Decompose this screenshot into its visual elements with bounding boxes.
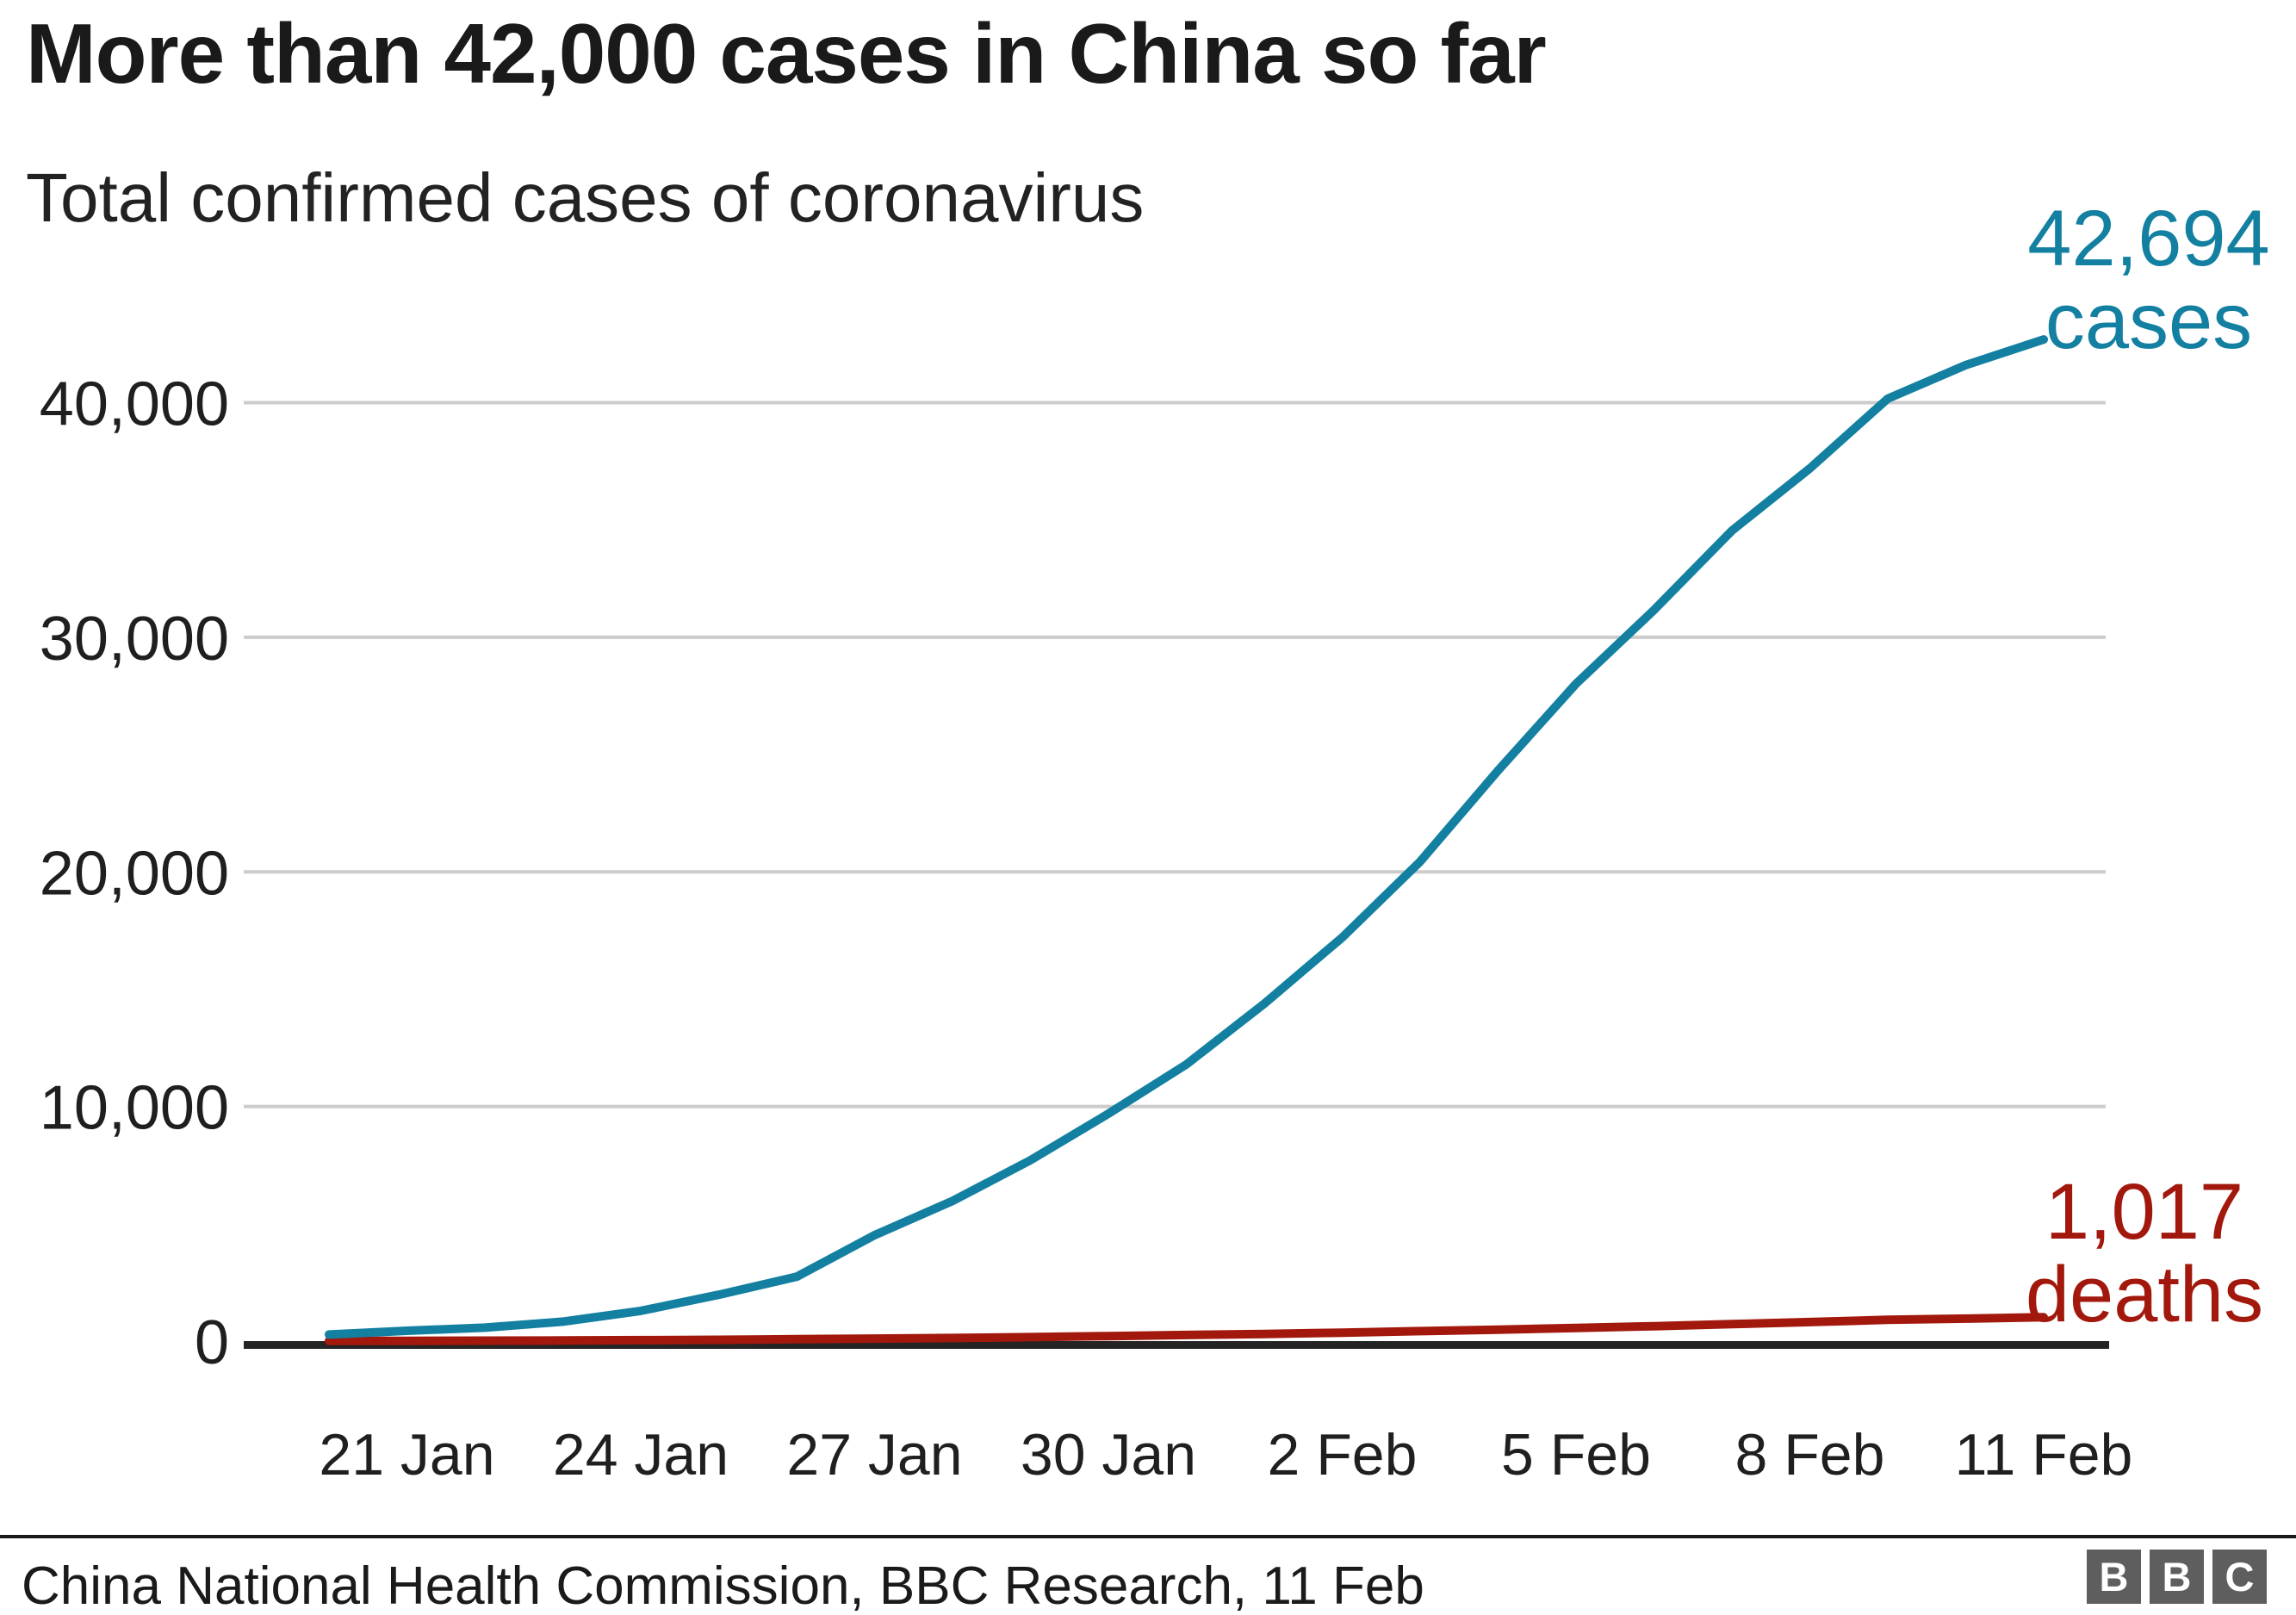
deaths-line — [325, 1313, 2048, 1345]
y-axis-label: 40,000 — [40, 370, 229, 439]
bbc-logo-square: C — [2212, 1550, 2267, 1604]
source-attribution: China National Health Commission, BBC Re… — [22, 1556, 1424, 1615]
deaths-end-label: deaths — [2026, 1251, 2263, 1339]
cases-end-label: 42,694 — [2027, 195, 2269, 283]
x-axis-label: 8 Feb — [1735, 1422, 1885, 1488]
x-axis-label: 30 Jan — [1021, 1422, 1196, 1488]
y-axis-label: 0 — [195, 1308, 229, 1377]
x-axis-label: 24 Jan — [553, 1422, 729, 1488]
chart-subtitle: Total confirmed cases of coronavirus — [26, 159, 1145, 236]
footer-divider — [0, 1535, 2296, 1538]
line-chart: 40,000 30,000 20,000 10,000 0 21 Jan 24 Jan 27 … — [40, 195, 2270, 1488]
cases-end-label: cases — [2045, 277, 2252, 365]
x-axis-label: 2 Feb — [1268, 1422, 1418, 1488]
deaths-end-label: 1,017 — [2045, 1168, 2243, 1256]
x-axis-label: 27 Jan — [786, 1422, 962, 1488]
y-axis-label: 10,000 — [40, 1074, 229, 1143]
bbc-logo-square: B — [2150, 1550, 2204, 1604]
y-axis-label: 20,000 — [40, 839, 229, 908]
x-axis-label: 11 Feb — [1955, 1422, 2133, 1488]
bbc-logo-square: B — [2087, 1550, 2141, 1604]
chart-title: More than 42,000 cases in China so far — [26, 6, 1547, 101]
x-axis-label: 5 Feb — [1501, 1422, 1651, 1488]
x-axis-label: 21 Jan — [319, 1422, 494, 1488]
y-axis-label: 30,000 — [40, 605, 229, 674]
cases-line — [325, 335, 2048, 1339]
